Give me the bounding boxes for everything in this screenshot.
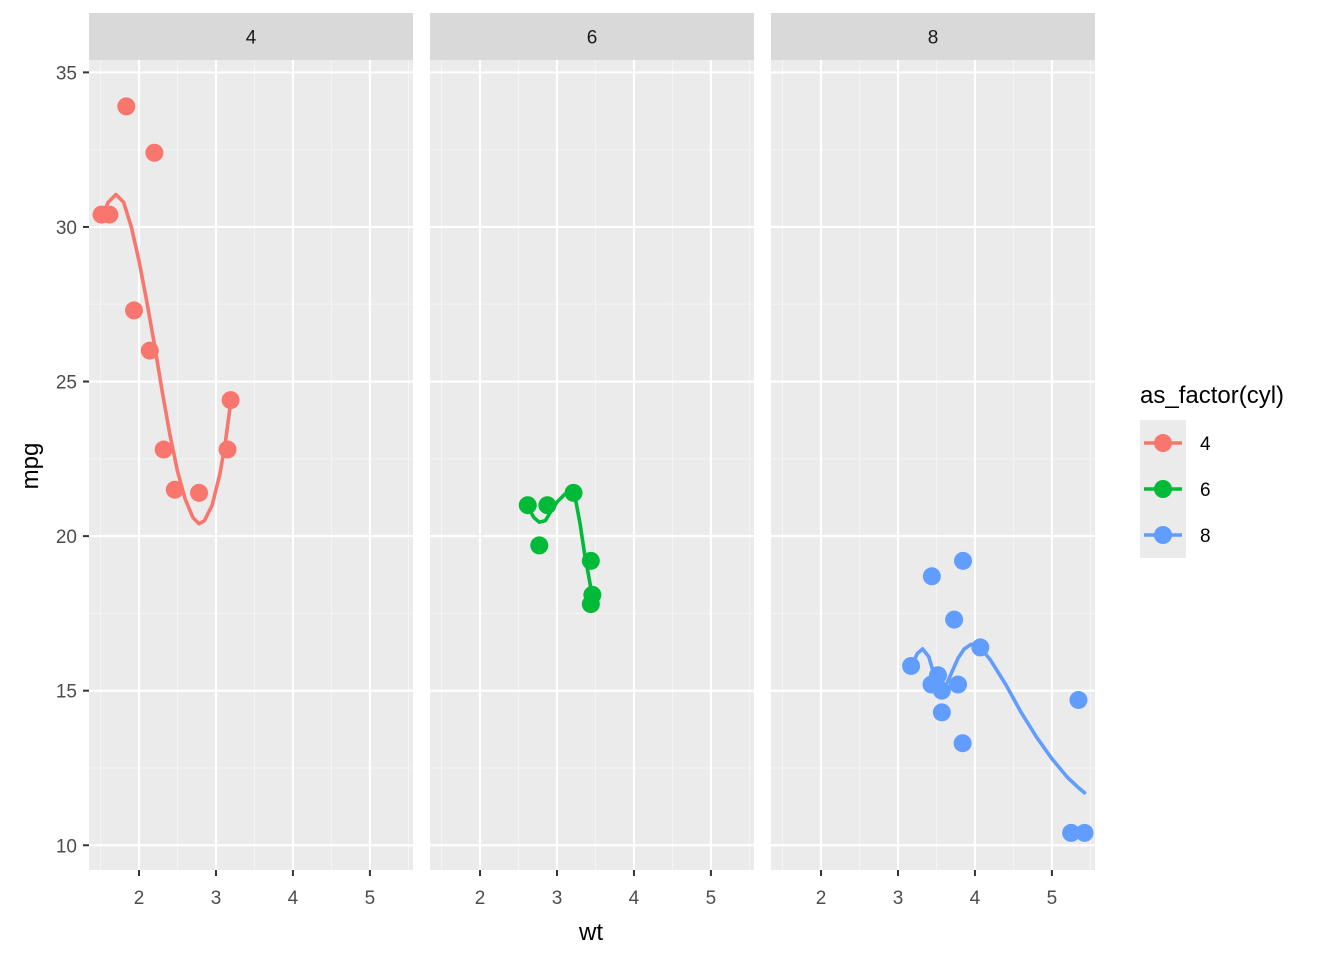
gridlines bbox=[430, 60, 754, 870]
data-point-6 bbox=[518, 496, 537, 515]
data-point-6 bbox=[581, 595, 600, 614]
facet-strip-label: 4 bbox=[246, 28, 257, 49]
x-tick-label: 3 bbox=[552, 888, 563, 909]
data-point-8 bbox=[922, 675, 941, 694]
facet-strip-label: 6 bbox=[587, 28, 598, 49]
data-point-4 bbox=[221, 391, 240, 410]
data-point-6 bbox=[530, 536, 549, 555]
legend-key-point bbox=[1154, 526, 1172, 544]
legend-item-8: 8 bbox=[1140, 512, 1211, 558]
legend-label: 8 bbox=[1200, 526, 1211, 547]
y-tick-label: 25 bbox=[56, 373, 77, 394]
facet-strip bbox=[89, 13, 413, 60]
smooth-line-8 bbox=[909, 642, 1087, 795]
facet-strip bbox=[771, 13, 1095, 60]
data-point-8 bbox=[945, 610, 964, 629]
x-axis-title: wt bbox=[578, 919, 603, 946]
panels-layer: 4 2 3 4 5 6 2 3 4 5 8 2 3 4 5 bbox=[89, 13, 1095, 909]
data-point-4 bbox=[218, 440, 237, 459]
x-tick-label: 4 bbox=[288, 888, 299, 909]
legend-item-6: 6 bbox=[1140, 466, 1211, 512]
y-tick-label: 30 bbox=[56, 218, 77, 239]
data-point-8 bbox=[922, 567, 941, 586]
y-axis-title: mpg bbox=[17, 443, 44, 490]
x-tick-label: 2 bbox=[475, 888, 486, 909]
facet-panel-8: 8 2 3 4 5 bbox=[771, 13, 1095, 909]
x-tick-label: 4 bbox=[970, 888, 981, 909]
y-tick-label: 20 bbox=[56, 527, 77, 548]
legend-key-point bbox=[1154, 434, 1172, 452]
legend: as_factor(cyl) 4 6 8 bbox=[1140, 382, 1284, 558]
x-tick-label: 3 bbox=[211, 888, 222, 909]
legend-item-4: 4 bbox=[1140, 420, 1211, 466]
data-point-4 bbox=[165, 480, 184, 499]
data-point-8 bbox=[953, 734, 972, 753]
data-point-8 bbox=[1062, 823, 1081, 842]
data-point-8 bbox=[954, 551, 973, 570]
data-point-4 bbox=[140, 341, 159, 360]
legend-key-point bbox=[1154, 480, 1172, 498]
panel-background bbox=[89, 60, 413, 870]
legend-title: as_factor(cyl) bbox=[1140, 382, 1284, 409]
x-tick-label: 4 bbox=[629, 888, 640, 909]
data-point-6 bbox=[564, 483, 583, 502]
data-point-8 bbox=[1075, 823, 1094, 842]
legend-label: 4 bbox=[1200, 434, 1211, 455]
data-point-4 bbox=[117, 97, 136, 116]
data-point-4 bbox=[92, 205, 111, 224]
data-point-8 bbox=[932, 703, 951, 722]
data-point-4 bbox=[190, 483, 209, 502]
x-tick-label: 2 bbox=[816, 888, 827, 909]
data-point-4 bbox=[154, 440, 173, 459]
data-point-8 bbox=[949, 675, 968, 694]
facet-strip-label: 8 bbox=[928, 28, 939, 49]
x-tick-label: 2 bbox=[134, 888, 145, 909]
legend-label: 6 bbox=[1200, 480, 1211, 501]
x-axis-8: 2 3 4 5 bbox=[816, 870, 1057, 909]
x-tick-label: 5 bbox=[706, 888, 717, 909]
data-point-6 bbox=[538, 496, 557, 515]
y-axis: 10 15 20 25 30 35 bbox=[56, 63, 89, 857]
x-axis-6: 2 3 4 5 bbox=[475, 870, 716, 909]
y-tick-label: 15 bbox=[56, 682, 77, 703]
facet-panel-6: 6 2 3 4 5 bbox=[430, 13, 754, 909]
data-point-4 bbox=[145, 143, 164, 162]
x-tick-label: 3 bbox=[893, 888, 904, 909]
data-point-8 bbox=[902, 656, 921, 675]
facet-strip bbox=[430, 13, 754, 60]
data-point-4 bbox=[125, 301, 144, 320]
data-point-6 bbox=[581, 551, 600, 570]
panel-background bbox=[430, 60, 754, 870]
facet-panel-4: 4 2 3 4 5 bbox=[89, 13, 413, 909]
x-tick-label: 5 bbox=[1047, 888, 1058, 909]
y-tick-label: 35 bbox=[56, 63, 77, 84]
smooth-line-4 bbox=[99, 192, 233, 526]
data-point-8 bbox=[971, 638, 990, 657]
y-tick-label: 10 bbox=[56, 836, 77, 857]
x-axis-4: 2 3 4 5 bbox=[134, 870, 375, 909]
data-point-8 bbox=[1069, 690, 1088, 709]
gridlines bbox=[771, 60, 1095, 870]
gridlines bbox=[89, 60, 413, 870]
panel-background bbox=[771, 60, 1095, 870]
x-tick-label: 5 bbox=[365, 888, 376, 909]
